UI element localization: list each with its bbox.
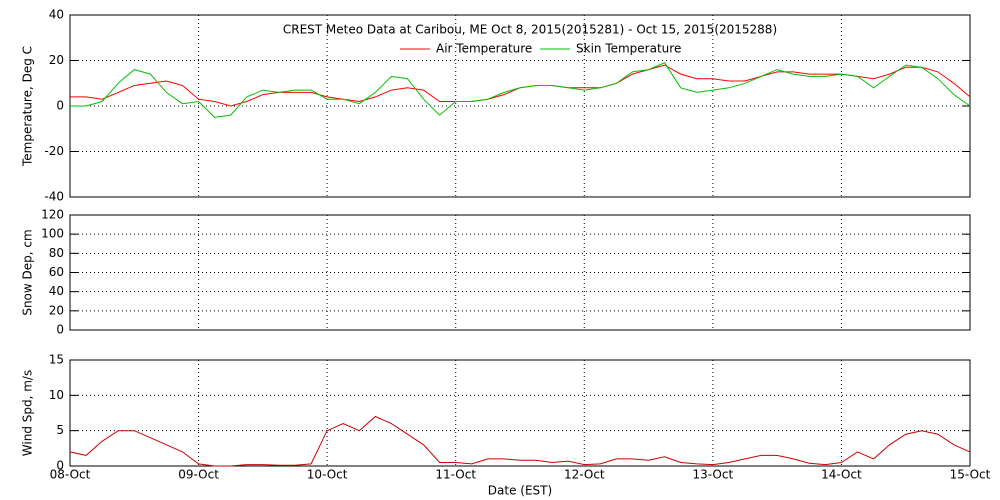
y-tick-label: 60 — [49, 265, 64, 279]
y-tick-label: 40 — [49, 284, 64, 298]
y-tick-label: 15 — [49, 353, 64, 367]
y-tick-label: 40 — [49, 8, 64, 22]
data-line — [70, 64, 971, 107]
data-line — [70, 62, 971, 118]
y-tick-label: 0 — [56, 99, 64, 113]
y-axis-label: Wind Spd, m/s — [21, 370, 35, 456]
y-tick-label: 0 — [56, 323, 64, 337]
x-tick-label: 10-Oct — [307, 468, 348, 482]
y-tick-label: 20 — [49, 303, 64, 317]
x-axis-label: Date (EST) — [488, 484, 552, 498]
plot-frame — [69, 359, 971, 467]
y-tick-label: -20 — [44, 144, 64, 158]
x-tick-label: 14-Oct — [821, 468, 862, 482]
y-tick-label: -40 — [44, 190, 64, 204]
x-tick-label: 09-Oct — [178, 468, 219, 482]
y-tick-label: 20 — [49, 53, 64, 67]
x-tick-label: 11-Oct — [435, 468, 476, 482]
y-tick-label: 100 — [41, 227, 64, 241]
x-tick-label: 15-Oct — [950, 468, 991, 482]
legend-label: Skin Temperature — [576, 42, 681, 56]
y-axis-label: Snow Dep, cm — [21, 229, 35, 315]
y-tick-label: 5 — [56, 423, 64, 437]
data-line — [69, 415, 971, 467]
x-tick-label: 13-Oct — [693, 468, 734, 482]
legend-label: Air Temperature — [436, 42, 532, 56]
y-tick-label: 80 — [49, 246, 64, 260]
chart-title: CREST Meteo Data at Caribou, ME Oct 8, 2… — [283, 23, 777, 37]
x-tick-label: 08-Oct — [50, 468, 91, 482]
y-axis-label: Temperature, Deg C — [21, 46, 35, 167]
x-tick-label: 12-Oct — [564, 468, 605, 482]
y-tick-label: 120 — [41, 208, 64, 222]
y-tick-label: 0 — [56, 459, 64, 473]
y-tick-label: 10 — [49, 388, 64, 402]
